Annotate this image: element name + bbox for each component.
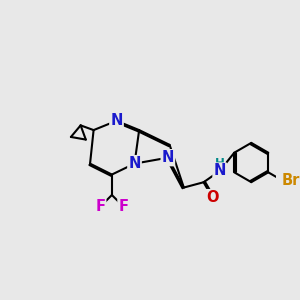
Text: F: F bbox=[95, 199, 105, 214]
Text: N: N bbox=[110, 113, 123, 128]
Text: N: N bbox=[128, 156, 141, 171]
Text: Br: Br bbox=[282, 173, 300, 188]
Text: H: H bbox=[215, 157, 225, 170]
Text: F: F bbox=[118, 199, 128, 214]
Text: N: N bbox=[214, 164, 226, 178]
Text: N: N bbox=[162, 150, 174, 165]
Text: O: O bbox=[206, 190, 219, 205]
